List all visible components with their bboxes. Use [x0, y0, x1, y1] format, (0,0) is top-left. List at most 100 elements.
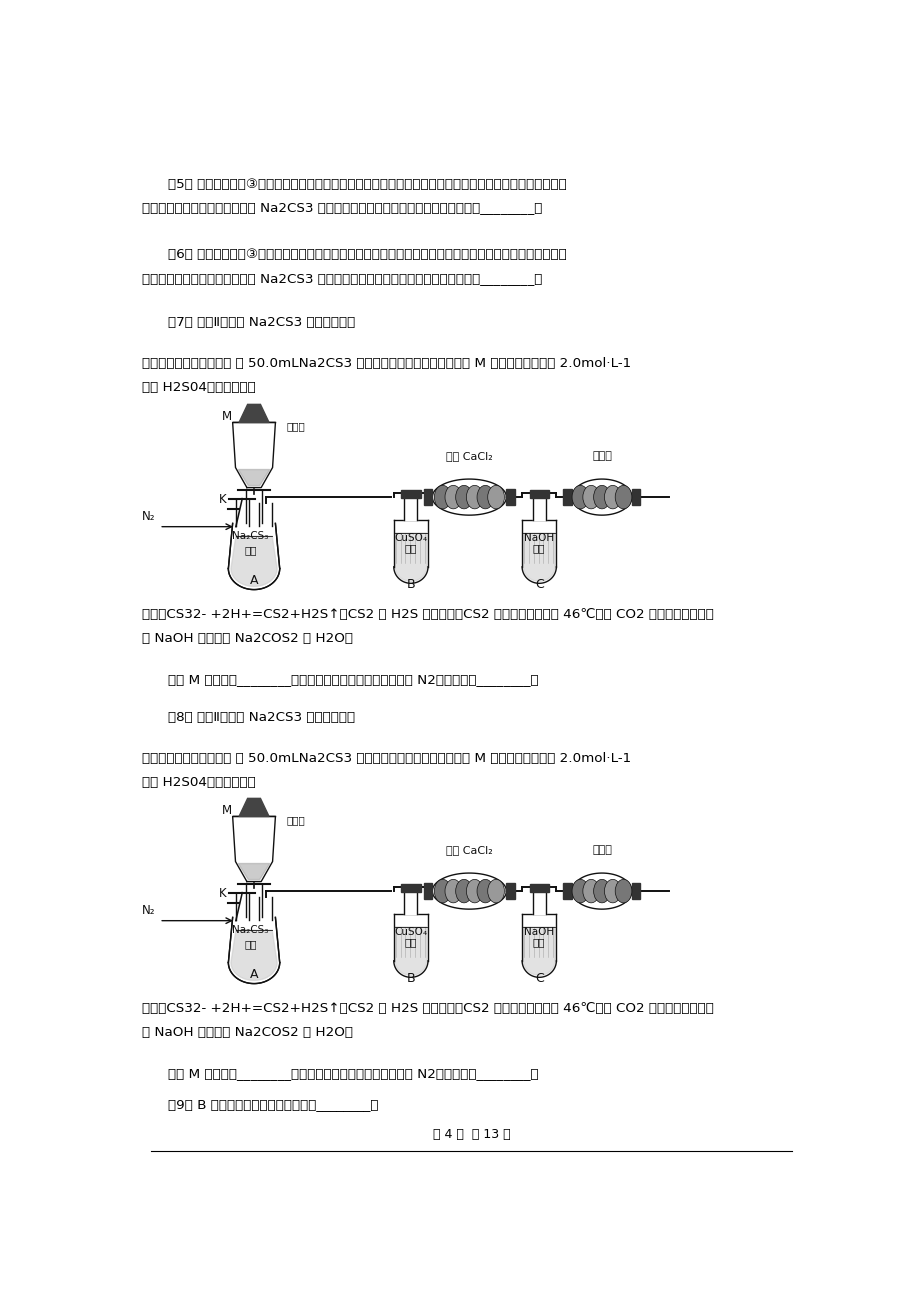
Text: Na₂CS₃: Na₂CS₃	[232, 926, 268, 935]
Polygon shape	[246, 490, 262, 523]
Text: 无水 CaCl₂: 无水 CaCl₂	[446, 845, 493, 855]
Text: （9） B 中发生反应的离子方程式为：________。: （9） B 中发生反应的离子方程式为：________。	[167, 1098, 378, 1111]
Polygon shape	[532, 892, 545, 914]
Text: 溶液: 溶液	[244, 546, 256, 555]
Polygon shape	[505, 490, 515, 505]
Circle shape	[583, 879, 599, 902]
Text: C: C	[534, 971, 543, 984]
Text: Na₂CS₃: Na₂CS₃	[232, 531, 268, 542]
Polygon shape	[523, 927, 554, 975]
Text: 溶液: 溶液	[244, 939, 256, 949]
Polygon shape	[631, 490, 640, 505]
Text: K: K	[218, 887, 226, 900]
Polygon shape	[228, 918, 279, 983]
Polygon shape	[523, 533, 554, 581]
Text: 与 NaOH 作用生成 Na2COS2 和 H2O）: 与 NaOH 作用生成 Na2COS2 和 H2O）	[142, 633, 353, 646]
Polygon shape	[562, 883, 572, 900]
Text: M: M	[221, 410, 232, 423]
Circle shape	[466, 879, 482, 902]
Text: N₂: N₂	[142, 509, 155, 522]
Polygon shape	[235, 499, 248, 526]
Polygon shape	[231, 930, 277, 980]
Polygon shape	[529, 490, 549, 499]
Circle shape	[487, 879, 504, 902]
Circle shape	[583, 486, 599, 509]
Circle shape	[445, 486, 461, 509]
Text: A: A	[250, 967, 258, 980]
Circle shape	[477, 879, 494, 902]
Polygon shape	[404, 499, 417, 521]
Text: 溶液: 溶液	[532, 543, 545, 553]
Polygon shape	[231, 536, 277, 586]
Circle shape	[455, 879, 471, 902]
Polygon shape	[238, 863, 269, 880]
Text: 溶液: 溶液	[532, 936, 545, 947]
Polygon shape	[522, 521, 556, 583]
Circle shape	[477, 486, 494, 509]
Circle shape	[487, 486, 504, 509]
Text: 淠的质量即可求出实验中所用的 Na2CS3 的质量。你是否同意他的观点，并说明理由：________。: 淠的质量即可求出实验中所用的 Na2CS3 的质量。你是否同意他的观点，并说明理…	[142, 202, 542, 215]
Polygon shape	[395, 927, 426, 975]
Text: 与 NaOH 作用生成 Na2COS2 和 H2O）: 与 NaOH 作用生成 Na2COS2 和 H2O）	[142, 1026, 353, 1039]
Polygon shape	[233, 422, 275, 487]
Circle shape	[434, 486, 450, 509]
Polygon shape	[532, 499, 545, 521]
Text: 无水 CaCl₂: 无水 CaCl₂	[446, 450, 493, 461]
Polygon shape	[529, 884, 549, 892]
Polygon shape	[424, 883, 432, 900]
Text: 仪器 M 的名称是________。反应开始前需要先通入一段时间 N2，其作用为________。: 仪器 M 的名称是________。反应开始前需要先通入一段时间 N2，其作用为…	[167, 673, 538, 686]
Circle shape	[445, 879, 461, 902]
Polygon shape	[631, 883, 640, 900]
Circle shape	[466, 486, 482, 509]
Polygon shape	[259, 503, 272, 526]
Text: （6） 某同学取步骤③反应后所得溶液于试管中，滴加足量盐酸和氯化钒溶液，他认为通过测定产生的白色沉: （6） 某同学取步骤③反应后所得溶液于试管中，滴加足量盐酸和氯化钒溶液，他认为通…	[167, 247, 566, 260]
Polygon shape	[393, 521, 427, 583]
Polygon shape	[239, 405, 268, 422]
Polygon shape	[505, 883, 515, 900]
Text: K: K	[218, 492, 226, 505]
Text: 第 4 页  共 13 页: 第 4 页 共 13 页	[432, 1128, 510, 1141]
Text: 溶液: 溶液	[404, 936, 416, 947]
Polygon shape	[401, 884, 420, 892]
Text: CuSO₄: CuSO₄	[394, 533, 427, 543]
Polygon shape	[432, 479, 505, 516]
Polygon shape	[393, 914, 427, 978]
Text: N₂: N₂	[142, 904, 155, 917]
Polygon shape	[522, 914, 556, 978]
Text: （5） 某同学取步骤③反应后所得溶液于试管中，滴加足量盐酸和氯化钒溶液，他认为通过测定产生的白色沉: （5） 某同学取步骤③反应后所得溶液于试管中，滴加足量盐酸和氯化钒溶液，他认为通…	[167, 178, 566, 191]
Text: M: M	[221, 803, 232, 816]
Text: （7） 实验Ⅱ．测定 Na2CS3 溶液的浓度：: （7） 实验Ⅱ．测定 Na2CS3 溶液的浓度：	[167, 315, 355, 328]
Circle shape	[604, 486, 620, 509]
Text: 已知：CS32- +2H+=CS2+H2S↑，CS2 和 H2S 均有毒。（CS2 不溶于水，沸点为 46℃，与 CO2 的某些性质相似，: 已知：CS32- +2H+=CS2+H2S↑，CS2 和 H2S 均有毒。（CS…	[142, 608, 713, 621]
Circle shape	[455, 486, 471, 509]
Polygon shape	[395, 533, 426, 581]
Text: B: B	[406, 971, 414, 984]
Polygon shape	[401, 490, 420, 499]
Text: C: C	[534, 578, 543, 591]
Circle shape	[615, 486, 631, 509]
Text: 的稝 H2S04，关闭活塞。: 的稝 H2S04，关闭活塞。	[142, 776, 255, 789]
Polygon shape	[572, 479, 631, 516]
Polygon shape	[239, 798, 268, 816]
Text: B: B	[406, 578, 414, 591]
Polygon shape	[228, 523, 279, 590]
Text: 已知：CS32- +2H+=CS2+H2S↑，CS2 和 H2S 均有毒。（CS2 不溶于水，沸点为 46℃，与 CO2 的某些性质相似，: 已知：CS32- +2H+=CS2+H2S↑，CS2 和 H2S 均有毒。（CS…	[142, 1003, 713, 1016]
Text: 按如图所示装置进行实验 将 50.0mLNa2CS3 溶液置于三颉烧瓶中，打开仪器 M 的活塞，滴入足量 2.0mol·L-1: 按如图所示装置进行实验 将 50.0mLNa2CS3 溶液置于三颉烧瓶中，打开仪…	[142, 357, 630, 370]
Polygon shape	[259, 897, 272, 919]
Text: 按如图所示装置进行实验 将 50.0mLNa2CS3 溶液置于三颉烧瓶中，打开仪器 M 的活塞，滴入足量 2.0mol·L-1: 按如图所示装置进行实验 将 50.0mLNa2CS3 溶液置于三颉烧瓶中，打开仪…	[142, 751, 630, 764]
Polygon shape	[404, 892, 417, 914]
Polygon shape	[235, 893, 248, 919]
Circle shape	[615, 879, 631, 902]
Text: A: A	[250, 574, 258, 587]
Text: 的稝 H2S04，关闭活塞。: 的稝 H2S04，关闭活塞。	[142, 381, 255, 393]
Text: 碱石灰: 碱石灰	[592, 845, 611, 855]
Text: 碱石灰: 碱石灰	[592, 450, 611, 461]
Circle shape	[434, 879, 450, 902]
Text: NaOH: NaOH	[524, 927, 553, 937]
Text: 稀硫酸: 稀硫酸	[286, 422, 304, 431]
Text: （8） 实验Ⅱ．测定 Na2CS3 溶液的浓度：: （8） 实验Ⅱ．测定 Na2CS3 溶液的浓度：	[167, 711, 355, 724]
Polygon shape	[238, 470, 269, 486]
Circle shape	[572, 879, 588, 902]
Text: 淠的质量即可求出实验中所用的 Na2CS3 的质量。你是否同意他的观点，并说明理由：________。: 淠的质量即可求出实验中所用的 Na2CS3 的质量。你是否同意他的观点，并说明理…	[142, 272, 542, 285]
Polygon shape	[233, 816, 275, 881]
